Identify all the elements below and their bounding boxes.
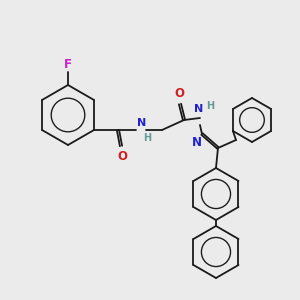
Text: N: N xyxy=(192,136,202,149)
Text: F: F xyxy=(64,58,72,71)
Text: O: O xyxy=(174,87,184,100)
Text: H: H xyxy=(206,101,214,111)
Text: O: O xyxy=(117,150,127,163)
Text: N: N xyxy=(137,118,146,128)
Text: H: H xyxy=(143,133,151,143)
Text: N: N xyxy=(194,104,204,114)
